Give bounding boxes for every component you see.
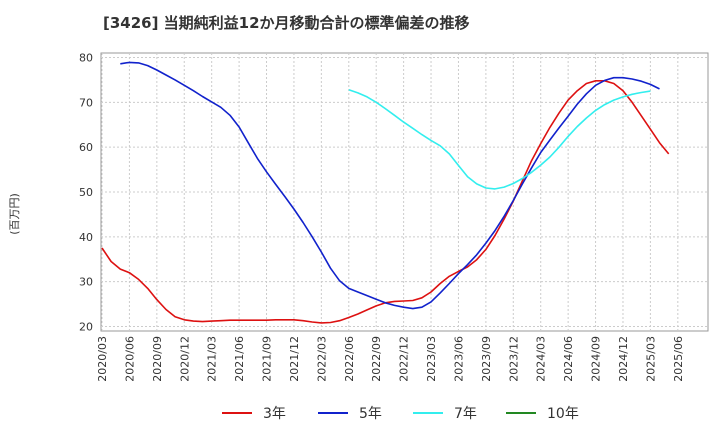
x-tick-label: 2025/06	[672, 336, 685, 382]
legend-label: 5年	[359, 406, 382, 422]
x-tick-label: 2024/06	[562, 336, 575, 382]
x-tick-label: 2020/09	[151, 336, 164, 382]
legend-label: 3年	[263, 406, 286, 422]
y-tick-label: 50	[79, 186, 93, 199]
y-tick-label: 60	[79, 141, 93, 154]
legend-label: 7年	[454, 406, 477, 422]
y-tick-label: 30	[79, 276, 93, 289]
x-tick-label: 2022/09	[370, 336, 383, 382]
x-tick-label: 2024/03	[535, 336, 548, 382]
grid-lines	[101, 53, 708, 331]
x-tick-label: 2022/06	[343, 336, 356, 382]
y-tick-label: 70	[79, 96, 93, 109]
legend: 3年 5年 7年 10年	[222, 406, 579, 422]
x-tick-label: 2024/12	[617, 336, 630, 382]
x-tick-label: 2020/03	[96, 336, 109, 382]
x-tick-label: 2020/12	[178, 336, 191, 382]
x-tick-label: 2025/03	[644, 336, 657, 382]
series-lines	[101, 61, 670, 324]
x-tick-label: 2020/06	[123, 336, 136, 382]
legend-label: 10年	[547, 406, 579, 422]
y-tick-label: 40	[79, 231, 93, 244]
x-tick-label: 2022/12	[398, 336, 411, 382]
x-tick-labels: 2020/03 2020/06 2020/09 2020/12 2021/03 2021/…	[96, 336, 685, 382]
x-tick-label: 2023/12	[507, 336, 520, 382]
x-tick-label: 2021/12	[288, 336, 301, 382]
x-tick-label: 2021/06	[233, 336, 246, 382]
y-tick-labels: 20 30 40 50 60 70 80	[79, 51, 93, 333]
x-tick-label: 2023/09	[480, 336, 493, 382]
x-tick-label: 2024/09	[590, 336, 603, 382]
x-tick-label: 2023/06	[452, 336, 465, 382]
y-tick-label: 80	[79, 51, 93, 64]
plot-area	[100, 52, 709, 332]
x-tick-label: 2021/03	[206, 336, 219, 382]
series-line	[120, 61, 660, 310]
x-tick-label: 2023/03	[425, 336, 438, 382]
x-tick-label: 2021/09	[261, 336, 274, 382]
x-tick-label: 2022/03	[315, 336, 328, 382]
series-line	[348, 89, 651, 190]
y-tick-label: 20	[79, 321, 93, 334]
chart-title: [3426] 当期純利益12か月移動合計の標準偏差の推移	[103, 14, 470, 32]
